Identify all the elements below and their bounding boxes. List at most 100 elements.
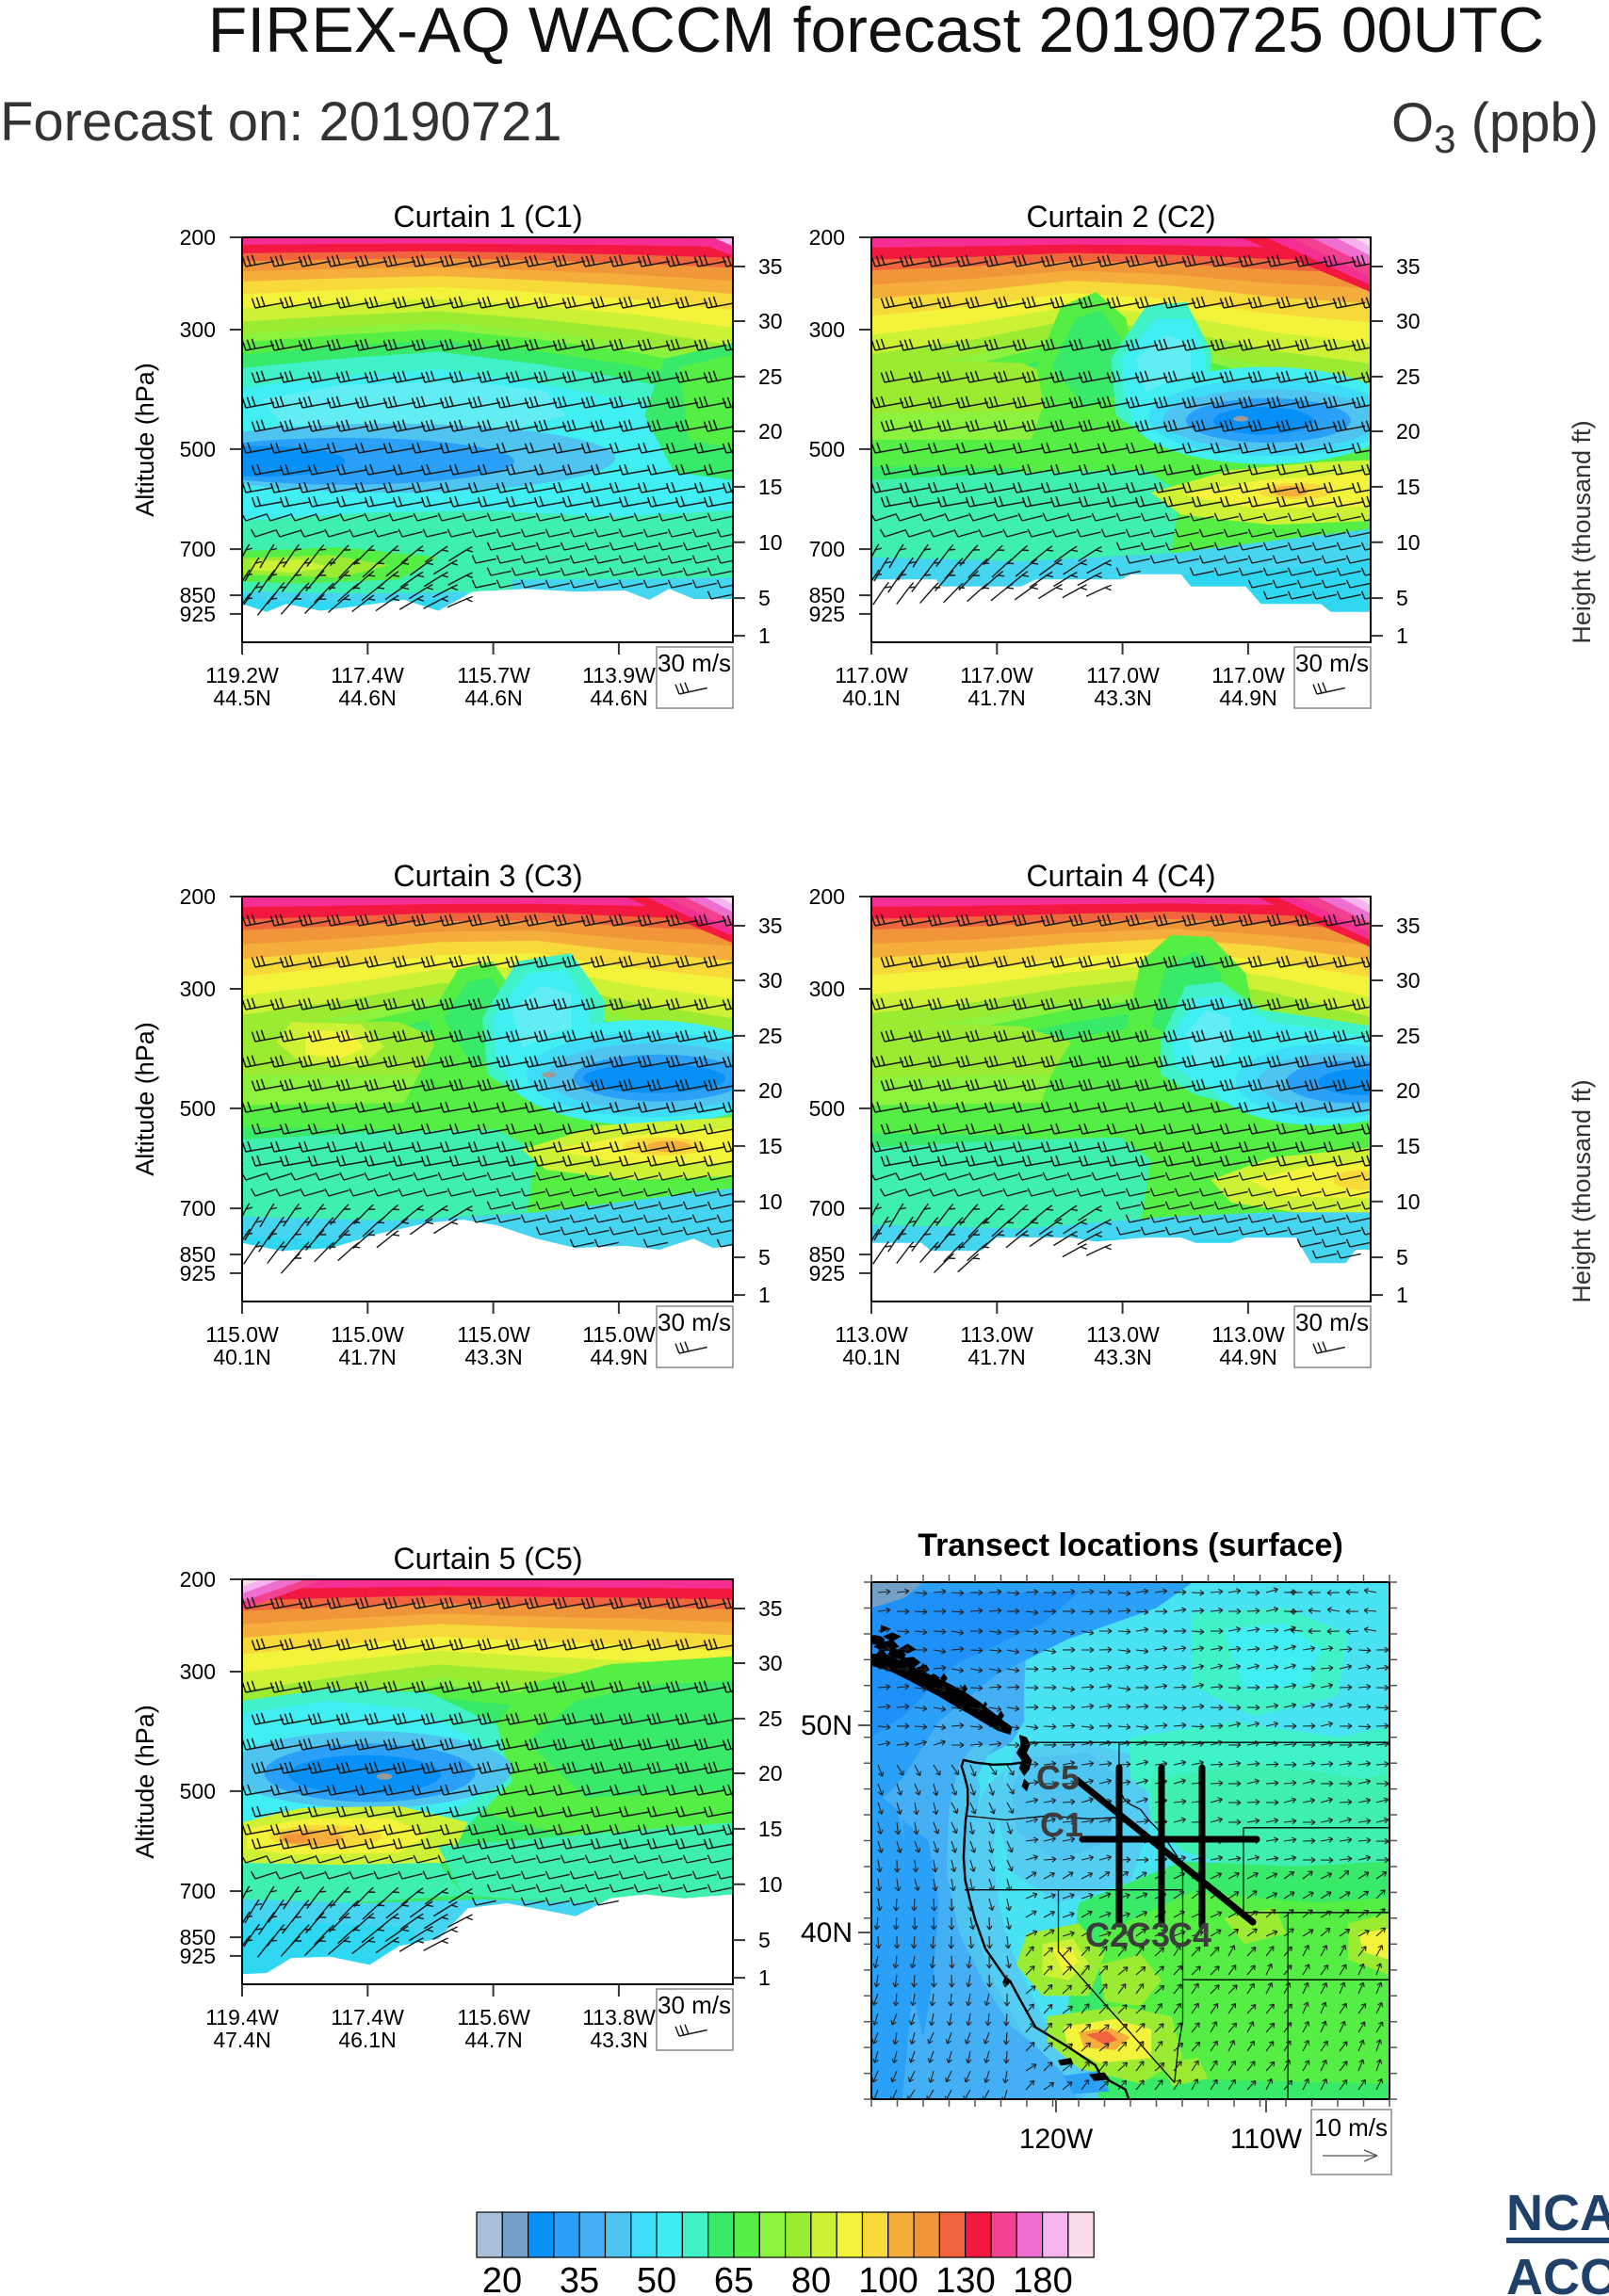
svg-text:30 m/s: 30 m/s — [1295, 649, 1369, 677]
svg-text:500: 500 — [809, 1096, 845, 1121]
svg-text:115.0W: 115.0W — [457, 1322, 530, 1347]
svg-text:113.0W: 113.0W — [835, 1322, 908, 1347]
svg-text:117.0W: 117.0W — [1086, 663, 1160, 687]
svg-text:Height (thousand ft): Height (thousand ft) — [1568, 1079, 1596, 1302]
svg-text:43.3N: 43.3N — [1094, 686, 1151, 710]
svg-text:300: 300 — [809, 977, 845, 1001]
svg-text:FIREX-AQ WACCM forecast 201907: FIREX-AQ WACCM forecast 20190725 00UTC — [208, 0, 1544, 66]
svg-text:35: 35 — [1396, 254, 1421, 279]
svg-text:41.7N: 41.7N — [967, 1345, 1025, 1369]
svg-text:41.7N: 41.7N — [967, 686, 1025, 710]
svg-text:Altitude (hPa): Altitude (hPa) — [131, 1705, 159, 1859]
svg-text:15: 15 — [758, 1817, 783, 1841]
svg-text:117.0W: 117.0W — [960, 663, 1033, 687]
svg-text:35: 35 — [560, 2261, 599, 2296]
svg-text:117.4W: 117.4W — [331, 663, 404, 687]
svg-text:30: 30 — [758, 968, 783, 993]
svg-text:30 m/s: 30 m/s — [658, 1308, 731, 1336]
svg-text:700: 700 — [809, 537, 845, 561]
svg-text:120W: 120W — [1019, 2124, 1094, 2155]
svg-text:200: 200 — [180, 884, 216, 909]
svg-text:C3: C3 — [1127, 1916, 1170, 1954]
svg-text:20: 20 — [758, 1761, 783, 1786]
svg-text:35: 35 — [758, 1596, 783, 1621]
svg-text:30: 30 — [758, 1651, 783, 1675]
svg-text:300: 300 — [809, 317, 845, 342]
svg-text:30: 30 — [1396, 309, 1421, 333]
svg-text:115.0W: 115.0W — [205, 1322, 279, 1347]
svg-text:30 m/s: 30 m/s — [658, 1991, 731, 2019]
svg-text:100: 100 — [858, 2261, 918, 2296]
svg-text:O3 (ppb): O3 (ppb) — [1391, 92, 1599, 161]
svg-text:700: 700 — [809, 1196, 845, 1221]
svg-text:110W: 110W — [1230, 2124, 1303, 2155]
svg-text:200: 200 — [180, 1567, 216, 1592]
svg-text:10: 10 — [1396, 530, 1421, 555]
svg-text:43.3N: 43.3N — [590, 2028, 647, 2052]
svg-text:47.4N: 47.4N — [213, 2028, 270, 2052]
svg-text:NCAR: NCAR — [1506, 2185, 1609, 2241]
svg-text:925: 925 — [809, 602, 845, 626]
svg-text:200: 200 — [180, 225, 216, 250]
svg-text:115.7W: 115.7W — [457, 663, 530, 687]
svg-text:5: 5 — [758, 1928, 771, 1952]
svg-text:40.1N: 40.1N — [213, 1345, 270, 1369]
svg-text:43.3N: 43.3N — [464, 1345, 522, 1369]
svg-text:Curtain 2 (C2): Curtain 2 (C2) — [1027, 200, 1216, 234]
svg-text:15: 15 — [758, 475, 783, 499]
svg-text:925: 925 — [180, 1944, 216, 1968]
svg-text:Curtain 1 (C1): Curtain 1 (C1) — [394, 200, 583, 234]
svg-text:30: 30 — [1396, 968, 1421, 993]
svg-text:10 m/s: 10 m/s — [1314, 2113, 1388, 2142]
svg-text:25: 25 — [758, 1024, 783, 1048]
svg-text:850: 850 — [809, 1242, 845, 1267]
svg-text:80: 80 — [791, 2261, 831, 2296]
svg-text:700: 700 — [180, 1879, 216, 1903]
svg-text:Altitude (hPa): Altitude (hPa) — [131, 1022, 159, 1176]
svg-text:130: 130 — [935, 2261, 995, 2296]
svg-text:117.4W: 117.4W — [331, 2005, 404, 2029]
svg-text:10: 10 — [1396, 1189, 1421, 1214]
svg-text:180: 180 — [1013, 2261, 1072, 2296]
svg-text:15: 15 — [758, 1134, 783, 1158]
svg-text:117.0W: 117.0W — [835, 663, 908, 687]
svg-text:50N: 50N — [801, 1710, 853, 1741]
svg-text:500: 500 — [180, 1779, 216, 1803]
svg-text:113.0W: 113.0W — [1086, 1322, 1160, 1347]
svg-text:113.0W: 113.0W — [1211, 1322, 1285, 1347]
svg-text:115.0W: 115.0W — [331, 1322, 404, 1347]
svg-text:35: 35 — [758, 254, 783, 279]
svg-text:Curtain 4 (C4): Curtain 4 (C4) — [1027, 859, 1216, 893]
svg-text:C2: C2 — [1085, 1916, 1129, 1954]
svg-text:850: 850 — [180, 1242, 216, 1267]
svg-text:35: 35 — [758, 914, 783, 938]
svg-text:Forecast on: 20190721: Forecast on: 20190721 — [0, 91, 562, 153]
svg-text:15: 15 — [1396, 475, 1421, 499]
svg-text:20: 20 — [1396, 1078, 1421, 1103]
svg-text:1: 1 — [1396, 623, 1408, 648]
svg-text:40.1N: 40.1N — [842, 1345, 900, 1369]
svg-text:113.8W: 113.8W — [582, 2005, 656, 2029]
svg-text:20: 20 — [482, 2261, 522, 2296]
svg-text:200: 200 — [809, 884, 845, 909]
svg-text:300: 300 — [180, 977, 216, 1001]
svg-text:500: 500 — [809, 437, 845, 461]
svg-text:500: 500 — [180, 437, 216, 461]
svg-text:20: 20 — [758, 1078, 783, 1103]
svg-text:44.7N: 44.7N — [464, 2028, 522, 2052]
svg-text:113.9W: 113.9W — [582, 663, 656, 687]
svg-text:1: 1 — [758, 623, 771, 648]
svg-text:1: 1 — [758, 1965, 771, 1990]
svg-text:5: 5 — [758, 586, 771, 610]
svg-text:46.1N: 46.1N — [338, 2028, 396, 2052]
svg-text:30: 30 — [758, 309, 783, 333]
svg-text:41.7N: 41.7N — [338, 1345, 396, 1369]
svg-text:35: 35 — [1396, 914, 1421, 938]
svg-text:119.4W: 119.4W — [205, 2005, 279, 2029]
svg-text:200: 200 — [809, 225, 845, 250]
svg-text:20: 20 — [1396, 419, 1421, 444]
svg-text:300: 300 — [180, 317, 216, 342]
svg-text:25: 25 — [758, 1706, 783, 1731]
svg-text:119.2W: 119.2W — [205, 663, 279, 687]
svg-text:700: 700 — [180, 1196, 216, 1221]
